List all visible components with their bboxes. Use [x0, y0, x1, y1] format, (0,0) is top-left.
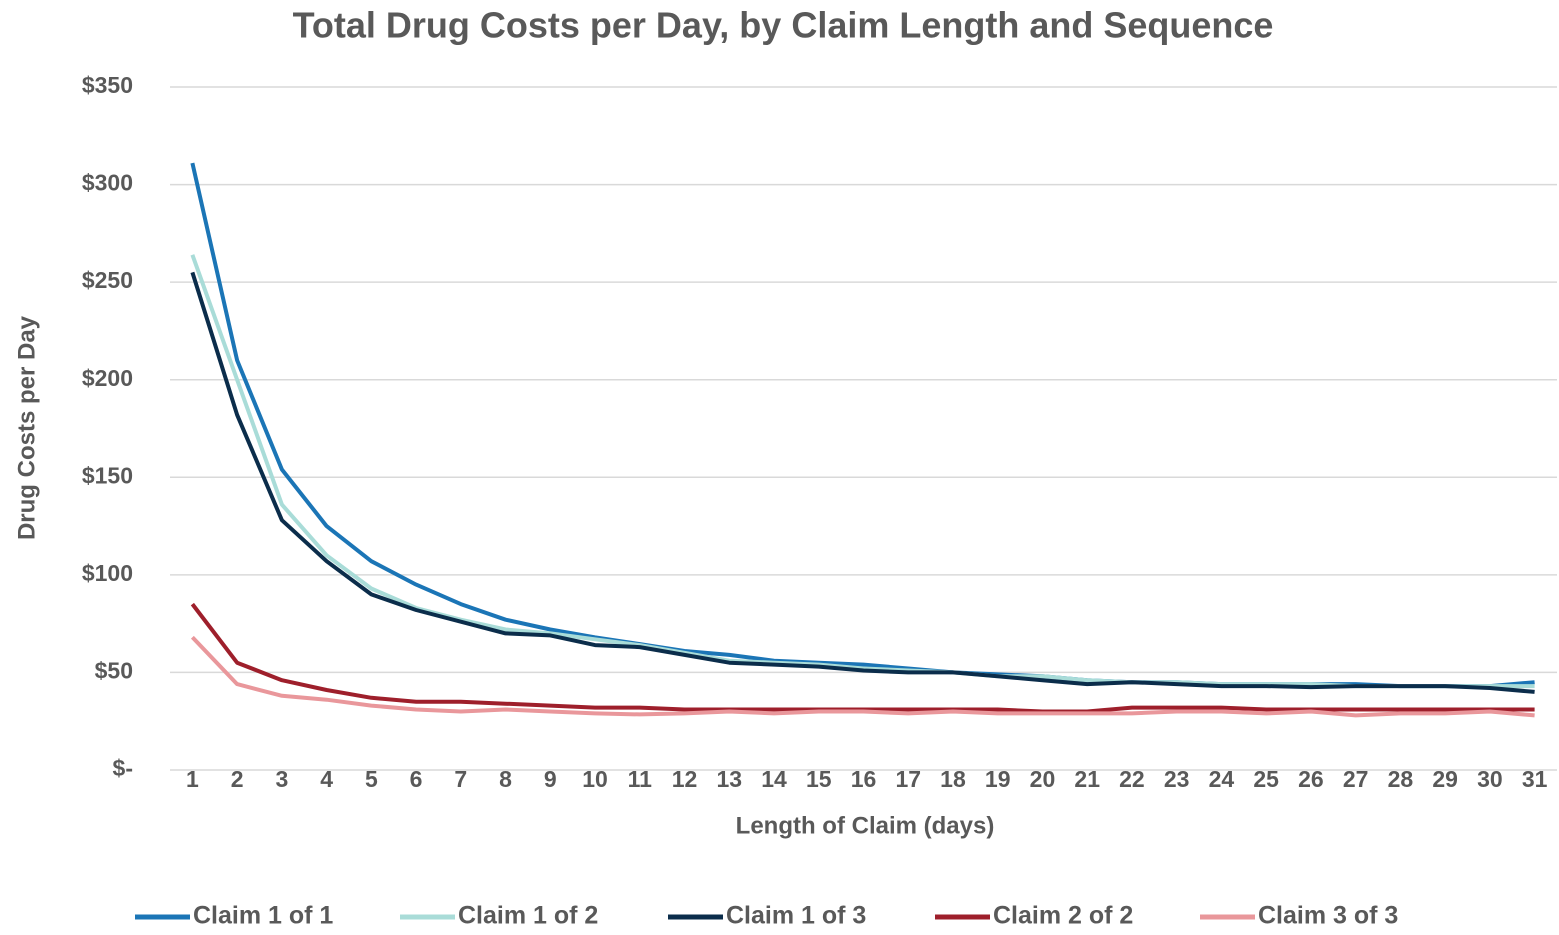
y-tick-label: $200	[82, 365, 133, 391]
y-tick-label: $350	[82, 72, 133, 98]
y-tick-label: $100	[82, 560, 133, 586]
x-tick-label: 27	[1343, 766, 1369, 792]
legend-label: Claim 1 of 3	[726, 902, 866, 930]
chart-title: Total Drug Costs per Day, by Claim Lengt…	[293, 5, 1274, 46]
x-tick-label: 8	[499, 766, 512, 792]
x-tick-label: 11	[628, 766, 653, 792]
x-tick-label: 26	[1298, 766, 1324, 792]
x-tick-label: 17	[895, 766, 921, 792]
x-tick-label: 16	[851, 766, 877, 792]
x-tick-label: 4	[320, 766, 333, 792]
x-tick-label: 6	[410, 766, 423, 792]
series-line	[190, 635, 1535, 718]
y-tick-label: $300	[82, 170, 133, 196]
x-tick-label: 2	[231, 766, 244, 792]
x-tick-label: 14	[761, 766, 787, 792]
legend-label: Claim 1 of 1	[193, 902, 333, 930]
y-tick-label: $-	[113, 755, 133, 781]
legend-label: Claim 1 of 2	[458, 902, 598, 930]
y-tick-label: $150	[82, 462, 133, 488]
x-tick-label: 31	[1522, 766, 1548, 792]
x-tick-label: 7	[454, 766, 467, 792]
x-tick-label: 9	[544, 766, 557, 792]
x-tick-label: 10	[582, 766, 608, 792]
series-line	[190, 254, 1535, 689]
x-tick-label: 24	[1209, 766, 1235, 792]
x-tick-label: 20	[1030, 766, 1056, 792]
x-tick-label: 15	[806, 766, 832, 792]
x-tick-label: 18	[940, 766, 966, 792]
x-axis-label: Length of Claim (days)	[736, 812, 995, 839]
x-tick-label: 5	[365, 766, 378, 792]
y-tick-label: $250	[82, 267, 133, 293]
x-tick-label: 19	[985, 766, 1011, 792]
series-line	[190, 602, 1535, 714]
y-axis-label: Drug Costs per Day	[13, 315, 40, 540]
x-tick-label: 30	[1477, 766, 1503, 792]
x-tick-label: 22	[1119, 766, 1145, 792]
x-tick-label: 23	[1164, 766, 1190, 792]
x-tick-label: 12	[672, 766, 698, 792]
legend-label: Claim 3 of 3	[1258, 902, 1398, 930]
series-line	[190, 162, 1535, 689]
series-line	[190, 271, 1535, 694]
x-tick-label: 3	[275, 766, 288, 792]
x-tick-label: 13	[716, 766, 742, 792]
x-tick-label: 28	[1388, 766, 1414, 792]
x-tick-label: 29	[1432, 766, 1458, 792]
y-tick-label: $50	[95, 658, 133, 684]
legend-label: Claim 2 of 2	[993, 902, 1133, 930]
x-tick-label: 21	[1074, 766, 1100, 792]
x-tick-label: 25	[1253, 766, 1279, 792]
x-tick-label: 1	[186, 766, 199, 792]
